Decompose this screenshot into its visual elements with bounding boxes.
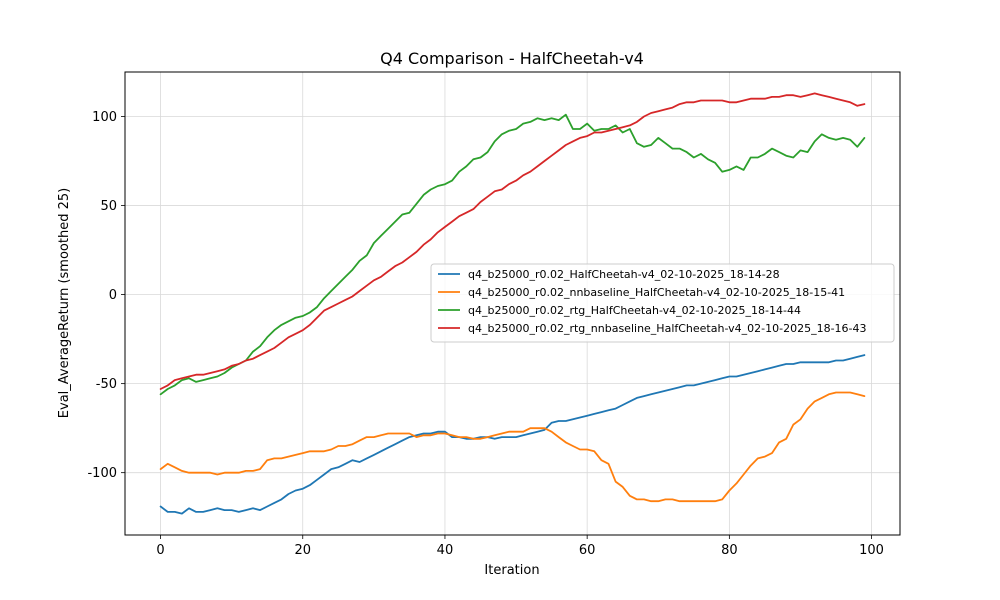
legend-label-3: q4_b25000_r0.02_rtg_HalfCheetah-v4_02-10… [468,304,801,317]
series-line-4 [159,92,866,390]
x-tick-label: 40 [437,543,454,558]
legend-label-4: q4_b25000_r0.02_rtg_nnbaseline_HalfCheet… [468,322,867,335]
series-line-3 [159,113,866,396]
series-line-2 [159,391,866,503]
x-tick-label: 0 [156,543,164,558]
plot-frame [124,71,901,536]
x-axis-label: Iteration [484,563,539,578]
legend-label-1: q4_b25000_r0.02_HalfCheetah-v4_02-10-202… [468,268,780,281]
x-tick-label: 80 [721,543,738,558]
x-tick-label: 20 [294,543,311,558]
legend-box [430,263,895,343]
y-tick-label: -100 [87,466,117,481]
legend-label-2: q4_b25000_r0.02_nnbaseline_HalfCheetah-v… [468,286,845,299]
y-tick-label: -50 [96,377,117,392]
x-tick-label: 100 [859,543,884,558]
y-axis-label: Eval_AverageReturn (smoothed 25) [57,188,72,418]
axis-ticks: 0 20 40 60 80 100 -100 -50 0 50 100 [87,110,883,558]
series-line-1 [159,354,866,515]
y-tick-label: 50 [100,199,117,214]
y-tick-label: 100 [92,110,117,125]
series-lines [159,92,866,515]
chart-title: Q4 Comparison - HalfCheetah-v4 [380,49,644,68]
x-tick-label: 60 [579,543,596,558]
legend: q4_b25000_r0.02_HalfCheetah-v4_02-10-202… [430,263,895,343]
y-tick-label: 0 [109,288,117,303]
